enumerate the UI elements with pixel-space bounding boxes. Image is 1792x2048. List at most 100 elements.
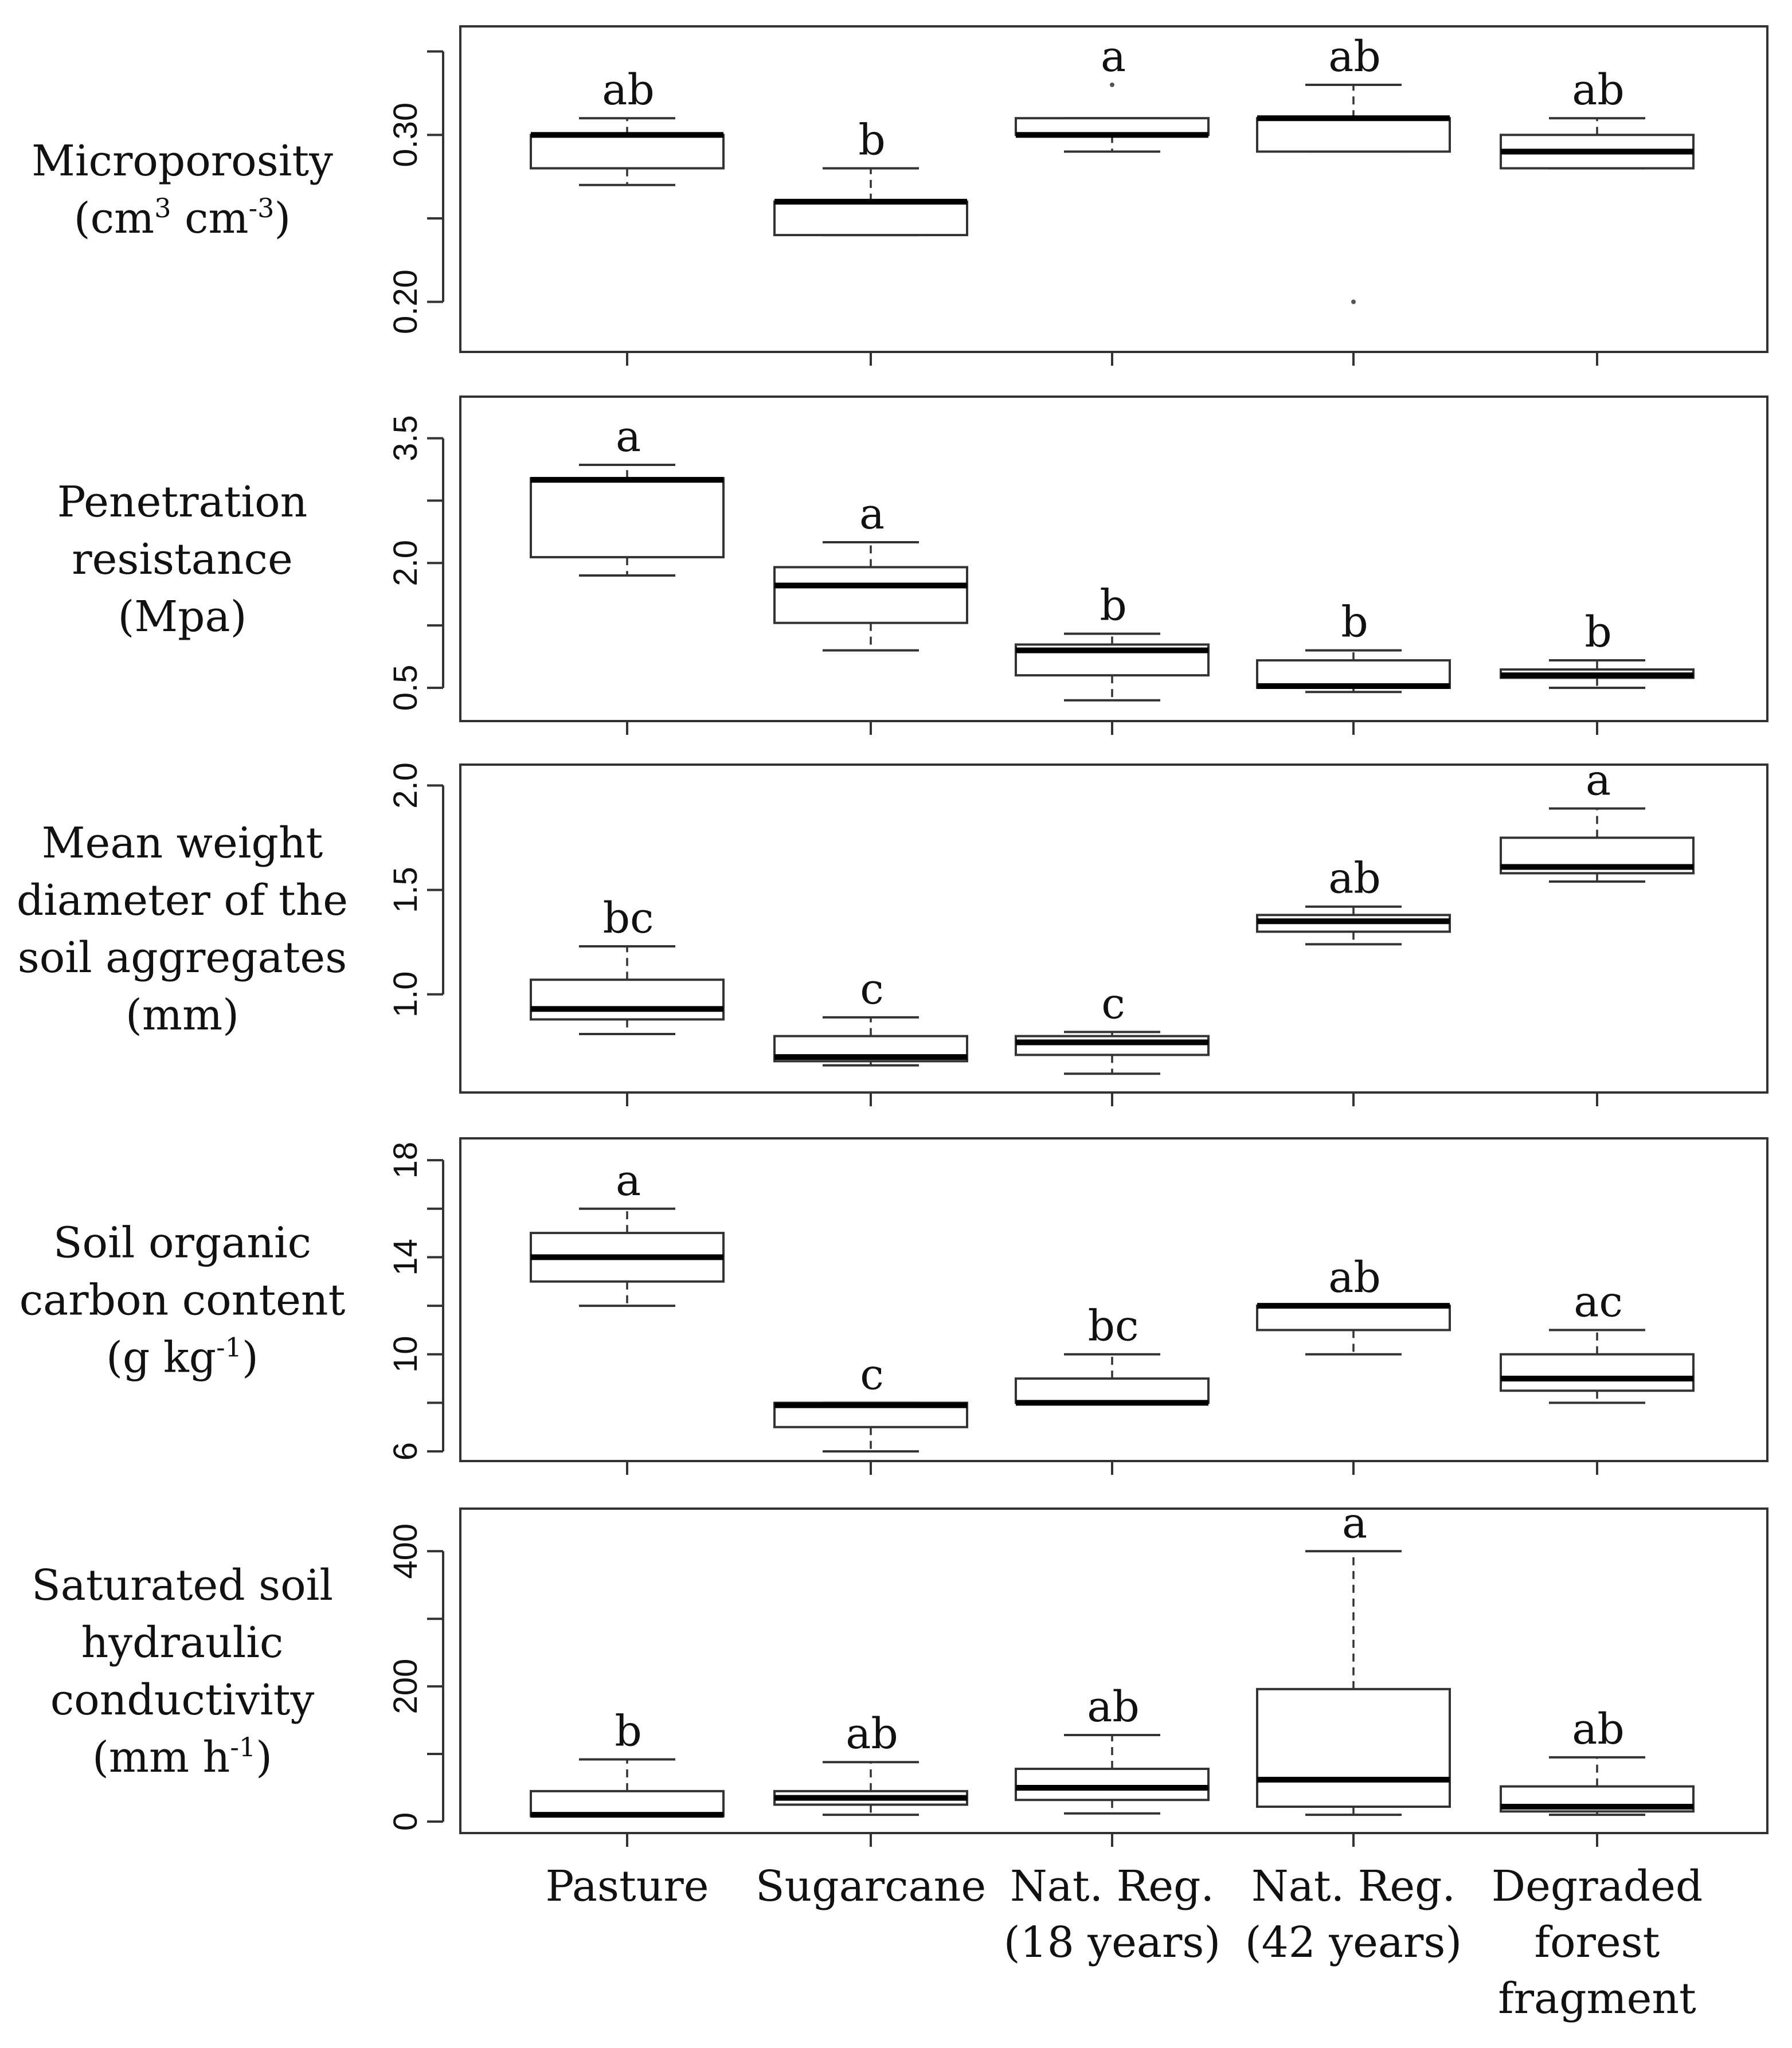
y-tick-label: 2.0 [387, 762, 424, 809]
x-category-label: Sugarcane [756, 1862, 986, 1911]
box-3: c [1015, 979, 1210, 1075]
significance-letter: c [1101, 979, 1125, 1028]
y-tick-label: 200 [387, 1659, 424, 1714]
x-category-label: Pasture [545, 1862, 709, 1911]
y-tick-label: 6 [387, 1442, 424, 1460]
x-category-label: Degraded [1492, 1862, 1703, 1911]
panel-frame [459, 1507, 1768, 1834]
box-1: ab [530, 65, 725, 186]
panel-4: 6 10 14 18 Soil organic carbon content (g kg-1… [19, 1137, 1768, 1475]
box-4: ab [1256, 854, 1451, 946]
y-tick-label: 3.5 [387, 415, 424, 461]
y-axis-label-line: Soil organic [53, 1219, 311, 1268]
iqr-box [1500, 1353, 1695, 1392]
box-3: a [1015, 32, 1210, 153]
iqr-box [1256, 1687, 1451, 1808]
significance-letter: a [859, 490, 885, 539]
y-axis-label-line: (g kg-1) [106, 1332, 259, 1383]
y-tick-label: 18 [387, 1142, 424, 1179]
significance-letter: a [1101, 32, 1126, 81]
panel-frame [459, 25, 1768, 353]
significance-letter: ab [1572, 1705, 1625, 1754]
y-tick-label: 10 [387, 1336, 424, 1373]
panel-frame [459, 1137, 1768, 1462]
box-1: bc [530, 894, 725, 1035]
y-tick-label: 14 [387, 1239, 424, 1276]
x-category-label: Nat. Reg. [1251, 1862, 1455, 1911]
box-2: ab [773, 1709, 968, 1816]
y-tick-label: 1.5 [387, 867, 424, 913]
y-axis-label-line: (mm h-1) [92, 1732, 272, 1782]
iqr-box [1015, 1035, 1210, 1056]
y-tick-label: 0.20 [387, 269, 424, 334]
significance-letter: a [616, 412, 641, 461]
significance-letter: ab [1087, 1682, 1140, 1732]
box-5: ab [1500, 1705, 1695, 1816]
box-4: b [1256, 598, 1451, 694]
significance-letter: b [1584, 608, 1611, 657]
box-3: ab [1015, 1682, 1210, 1815]
box-2: c [773, 965, 968, 1067]
iqr-box [1015, 1377, 1210, 1404]
iqr-box [530, 978, 725, 1021]
box-4: a [1256, 1498, 1451, 1816]
iqr-box [530, 134, 725, 170]
panel-frame [459, 395, 1768, 722]
significance-letter: bc [1088, 1302, 1139, 1351]
significance-letter: c [860, 1350, 883, 1399]
outlier-point [1351, 299, 1356, 304]
box-5: ac [1500, 1277, 1695, 1404]
significance-letter: ab [1328, 32, 1381, 81]
iqr-box [1256, 117, 1451, 153]
iqr-box [1256, 1305, 1451, 1332]
box-3: bc [1015, 1302, 1210, 1406]
significance-letter: bc [603, 894, 654, 943]
panel-5: 0 200 400 Saturated soil hydraulic conductivi… [32, 1498, 1768, 1847]
x-category-label: forest [1535, 1918, 1660, 1967]
y-axis-label-line: Saturated soil [32, 1561, 333, 1610]
iqr-box [1015, 1767, 1210, 1802]
significance-letter: ab [602, 65, 655, 115]
x-category-label: (18 years) [1004, 1918, 1221, 1967]
significance-letter: ab [1328, 1253, 1381, 1302]
y-axis-label-line: Mean weight [42, 819, 323, 868]
box-2: a [773, 490, 968, 652]
box-1: a [530, 1156, 725, 1307]
significance-letter: c [860, 965, 883, 1014]
y-axis-label-line: resistance [72, 535, 293, 584]
y-tick-label: 0.30 [387, 103, 424, 167]
y-axis-label-line: hydraulic [81, 1618, 284, 1667]
y-tick-label: 0 [387, 1812, 424, 1831]
significance-letter: ab [846, 1709, 898, 1759]
significance-letter: ac [1574, 1277, 1623, 1326]
y-axis-label-line: Microporosity [32, 136, 333, 186]
iqr-box [530, 477, 725, 559]
y-axis-label-line: (mm) [126, 990, 239, 1040]
box-4: ab [1256, 32, 1451, 304]
box-3: b [1015, 581, 1210, 702]
y-axis-label-line: (cm3 cm-3) [74, 193, 291, 243]
y-axis-label-line: carbon content [19, 1276, 346, 1325]
x-category-label: (42 years) [1245, 1918, 1462, 1967]
box-2: c [773, 1350, 968, 1453]
box-1: a [530, 412, 725, 577]
y-axis-label-line: soil aggregates [18, 933, 347, 982]
box-5: ab [1500, 65, 1695, 170]
y-axis-label-line: diameter of the [17, 876, 348, 925]
panel-frame [459, 763, 1768, 1094]
panel-2: 0.5 2.0 3.5 Penetration resistance (Mpa) a a b b b [57, 395, 1768, 735]
box-5: a [1500, 756, 1695, 883]
panel-3: 1.0 1.5 2.0 Mean weight diameter of the soil … [17, 756, 1768, 1106]
y-axis-label-line: (Mpa) [118, 592, 247, 641]
outlier-point [1110, 82, 1114, 87]
box-1: b [530, 1706, 725, 1818]
y-axis-label-line: conductivity [50, 1675, 315, 1725]
significance-letter: ab [1572, 65, 1625, 115]
y-tick-label: 1.0 [387, 971, 424, 1017]
x-category-label: Nat. Reg. [1010, 1862, 1214, 1911]
significance-letter: b [1100, 581, 1126, 631]
significance-letter: b [1341, 598, 1368, 647]
iqr-box [773, 200, 968, 237]
significance-letter: ab [1328, 854, 1381, 903]
